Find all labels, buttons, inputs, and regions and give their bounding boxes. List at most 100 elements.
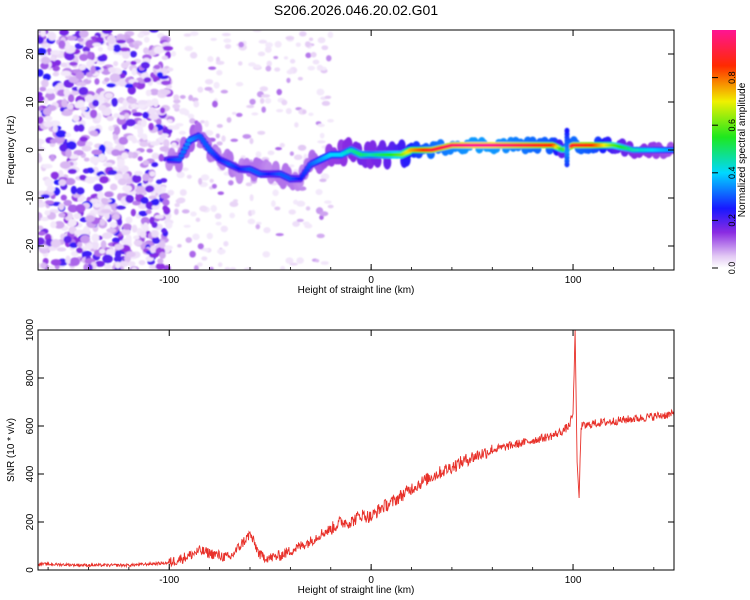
noise-blob [302, 221, 310, 226]
noise-blob [162, 205, 168, 212]
noise-blob [262, 251, 271, 258]
snr-xtick-label: 100 [565, 575, 582, 586]
noise-blob [91, 149, 103, 156]
noise-blob [181, 209, 190, 214]
noise-blob [145, 209, 152, 215]
noise-blob [69, 257, 80, 267]
spectrogram-ytick-label: 10 [25, 96, 36, 108]
noise-blob [211, 183, 217, 189]
noise-blob [160, 186, 167, 194]
noise-blob [38, 231, 46, 236]
noise-blob [140, 118, 147, 128]
snr-plot-area [38, 330, 674, 569]
noise-blob [289, 262, 298, 266]
noise-blob [75, 71, 85, 80]
noise-blob [182, 167, 189, 172]
noise-blob [115, 205, 126, 210]
noise-blob [316, 88, 325, 96]
spectrogram-ytick-label: -10 [25, 190, 36, 205]
noise-blob [104, 92, 114, 99]
noise-blob [50, 50, 61, 56]
noise-blob [271, 200, 276, 208]
noise-blob [109, 221, 118, 228]
noise-blob [145, 185, 155, 193]
noise-blob [122, 223, 132, 230]
noise-blob [85, 242, 93, 250]
noise-blob [55, 130, 66, 138]
noise-blob [121, 50, 131, 59]
noise-blob [183, 109, 190, 116]
noise-blob [95, 36, 104, 43]
noise-blob [56, 247, 67, 252]
noise-blob [118, 78, 127, 87]
noise-blob [38, 47, 47, 56]
noise-blob [280, 265, 286, 270]
noise-blob [38, 147, 46, 152]
ridge-core [299, 174, 306, 178]
noise-blob [101, 232, 113, 240]
noise-blob [216, 124, 223, 128]
noise-blob [84, 176, 96, 184]
snr-ytick-label: 0 [25, 567, 36, 573]
noise-blob [106, 35, 117, 45]
noise-blob [319, 211, 329, 217]
noise-blob [127, 261, 136, 267]
ridge-halo [368, 140, 377, 155]
colorbar-tick-label: 0.4 [727, 167, 737, 180]
noise-blob [273, 55, 279, 60]
noise-blob [137, 156, 143, 162]
noise-blob [321, 100, 331, 106]
noise-blob [265, 42, 273, 48]
noise-blob [40, 262, 47, 269]
noise-blob [183, 224, 191, 228]
noise-blob [75, 82, 87, 87]
noise-blob [70, 251, 79, 257]
noise-blob [59, 30, 69, 36]
noise-blob [274, 67, 281, 72]
noise-blob [165, 84, 172, 90]
noise-blob [183, 33, 192, 37]
noise-blob [249, 98, 256, 105]
noise-blob [38, 225, 44, 231]
noise-blob [119, 260, 129, 267]
noise-blob [110, 202, 119, 211]
noise-blob [77, 37, 84, 42]
noise-blob [38, 153, 42, 163]
noise-blob [197, 86, 204, 93]
noise-blob [135, 185, 146, 194]
noise-blob [266, 60, 272, 67]
noise-blob [179, 189, 187, 196]
noise-blob [226, 117, 232, 123]
noise-blob [142, 160, 150, 166]
noise-blob [207, 56, 214, 63]
noise-blob [324, 95, 332, 99]
noise-blob [193, 100, 200, 108]
noise-blob [83, 225, 90, 235]
noise-blob [69, 242, 78, 249]
noise-blob [67, 104, 74, 110]
colorbar: 0.0 0.2 0.4 0.6 0.8 Normalized spectral ampl… [712, 30, 748, 274]
noise-blob [212, 100, 218, 108]
noise-blob [63, 199, 72, 206]
noise-blob [80, 235, 91, 244]
noise-blob [131, 224, 138, 233]
noise-blob [159, 89, 171, 95]
noise-blob [283, 56, 289, 60]
noise-blob [112, 237, 120, 244]
ridge-core [305, 165, 312, 170]
noise-blob [64, 40, 71, 50]
noise-blob [151, 230, 159, 238]
noise-blob [94, 78, 100, 85]
noise-blob [167, 189, 175, 196]
noise-blob [174, 203, 180, 208]
noise-blob [122, 99, 128, 108]
noise-blob [320, 173, 330, 180]
noise-blob [40, 194, 50, 199]
noise-blob [324, 200, 332, 204]
noise-blob [100, 197, 108, 204]
noise-blob [140, 197, 149, 204]
snr-frame [37, 329, 675, 571]
noise-blob [216, 141, 223, 146]
noise-blob [118, 136, 129, 145]
noise-blob [265, 65, 272, 72]
